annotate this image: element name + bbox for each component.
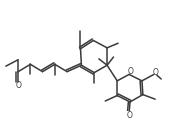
Text: O: O: [152, 68, 158, 77]
Text: O: O: [126, 111, 132, 120]
Text: O: O: [128, 67, 133, 76]
Text: O: O: [15, 81, 21, 90]
